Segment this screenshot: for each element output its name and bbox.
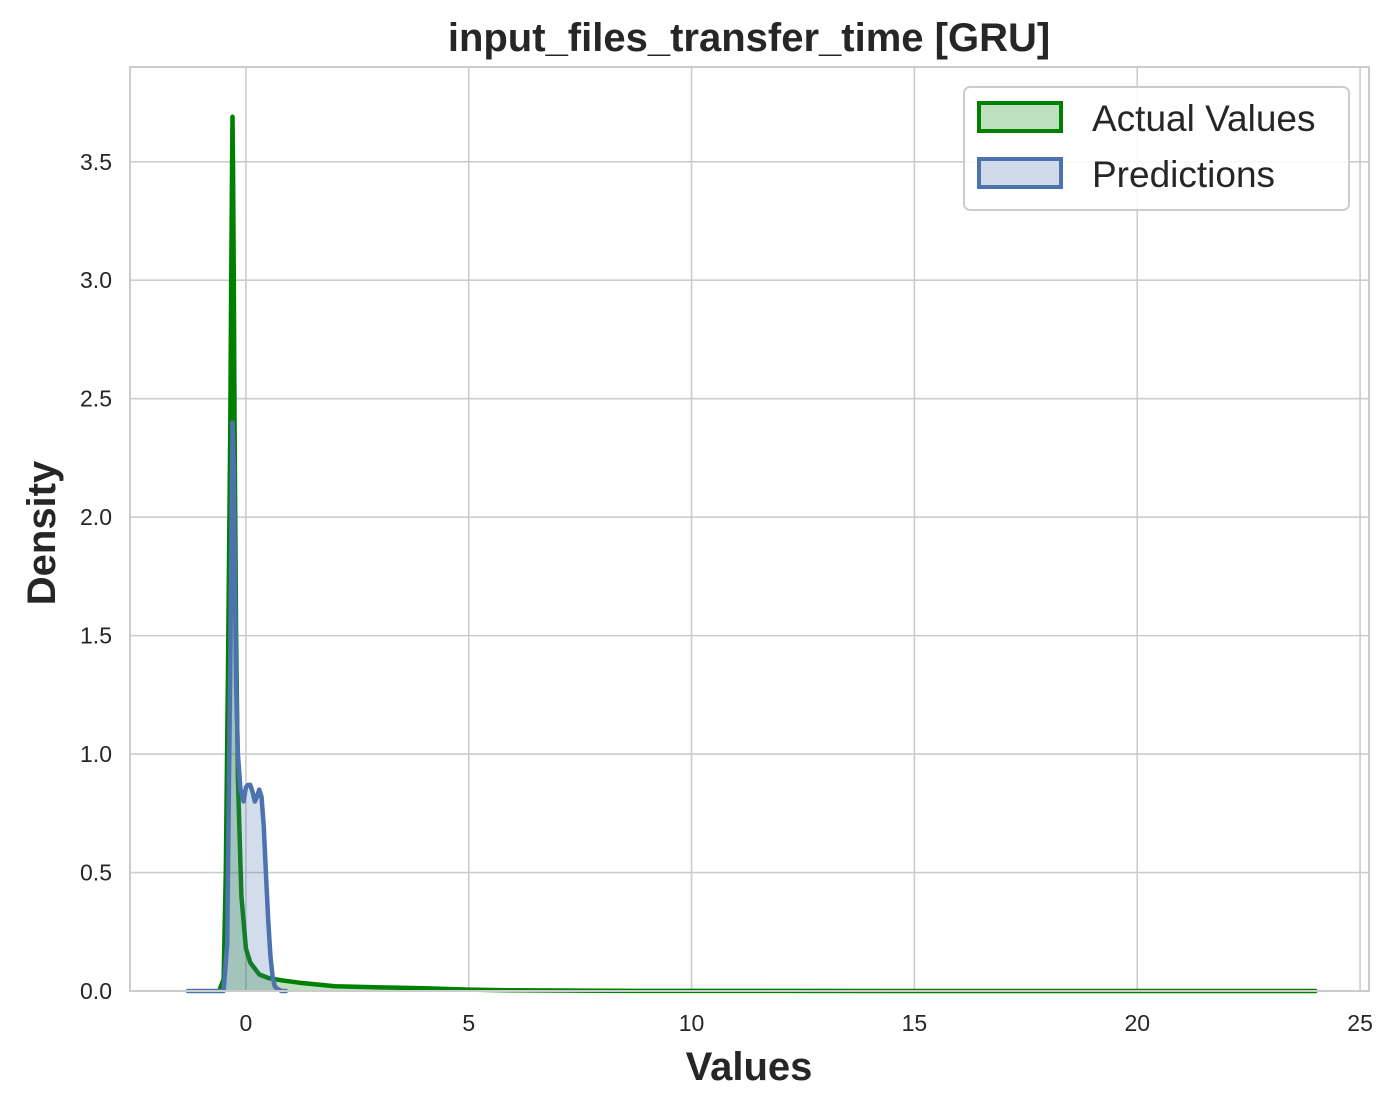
legend-swatch-predictions <box>977 157 1063 189</box>
x-tick-label: 20 <box>1124 1010 1150 1036</box>
x-tick-label: 5 <box>462 1010 475 1036</box>
y-tick-label: 1.5 <box>80 623 112 649</box>
plot-frame <box>129 66 1370 992</box>
x-tick-labels: 0 5 10 15 20 25 <box>239 1010 1372 1036</box>
y-tick-label: 0.5 <box>80 860 112 886</box>
legend-label-predictions: Predictions <box>1092 154 1275 195</box>
x-tick-label: 15 <box>902 1010 928 1036</box>
x-tick-label: 0 <box>239 1010 252 1036</box>
grid-lines <box>130 67 1369 992</box>
y-tick-label: 1.0 <box>80 741 112 767</box>
y-tick-label: 3.5 <box>80 149 112 175</box>
x-tick-label: 10 <box>679 1010 705 1036</box>
chart-title: input_files_transfer_time [GRU] <box>448 16 1050 60</box>
y-tick-label: 0.0 <box>80 978 112 1004</box>
legend: Actual Values Predictions <box>963 86 1350 211</box>
y-tick-label: 3.0 <box>80 267 112 293</box>
y-tick-label: 2.0 <box>80 504 112 530</box>
y-axis-label: Density <box>20 460 64 605</box>
legend-label-actual-values: Actual Values <box>1092 98 1316 139</box>
y-tick-labels: 0.0 0.5 1.0 1.5 2.0 2.5 3.0 3.5 <box>80 149 112 1004</box>
x-tick-label: 25 <box>1347 1010 1373 1036</box>
y-tick-label: 2.5 <box>80 386 112 412</box>
x-axis-label: Values <box>686 1045 813 1089</box>
series-area-predictions <box>187 422 286 991</box>
series-line-predictions <box>185 420 289 994</box>
legend-swatch-actual-values <box>977 101 1063 133</box>
